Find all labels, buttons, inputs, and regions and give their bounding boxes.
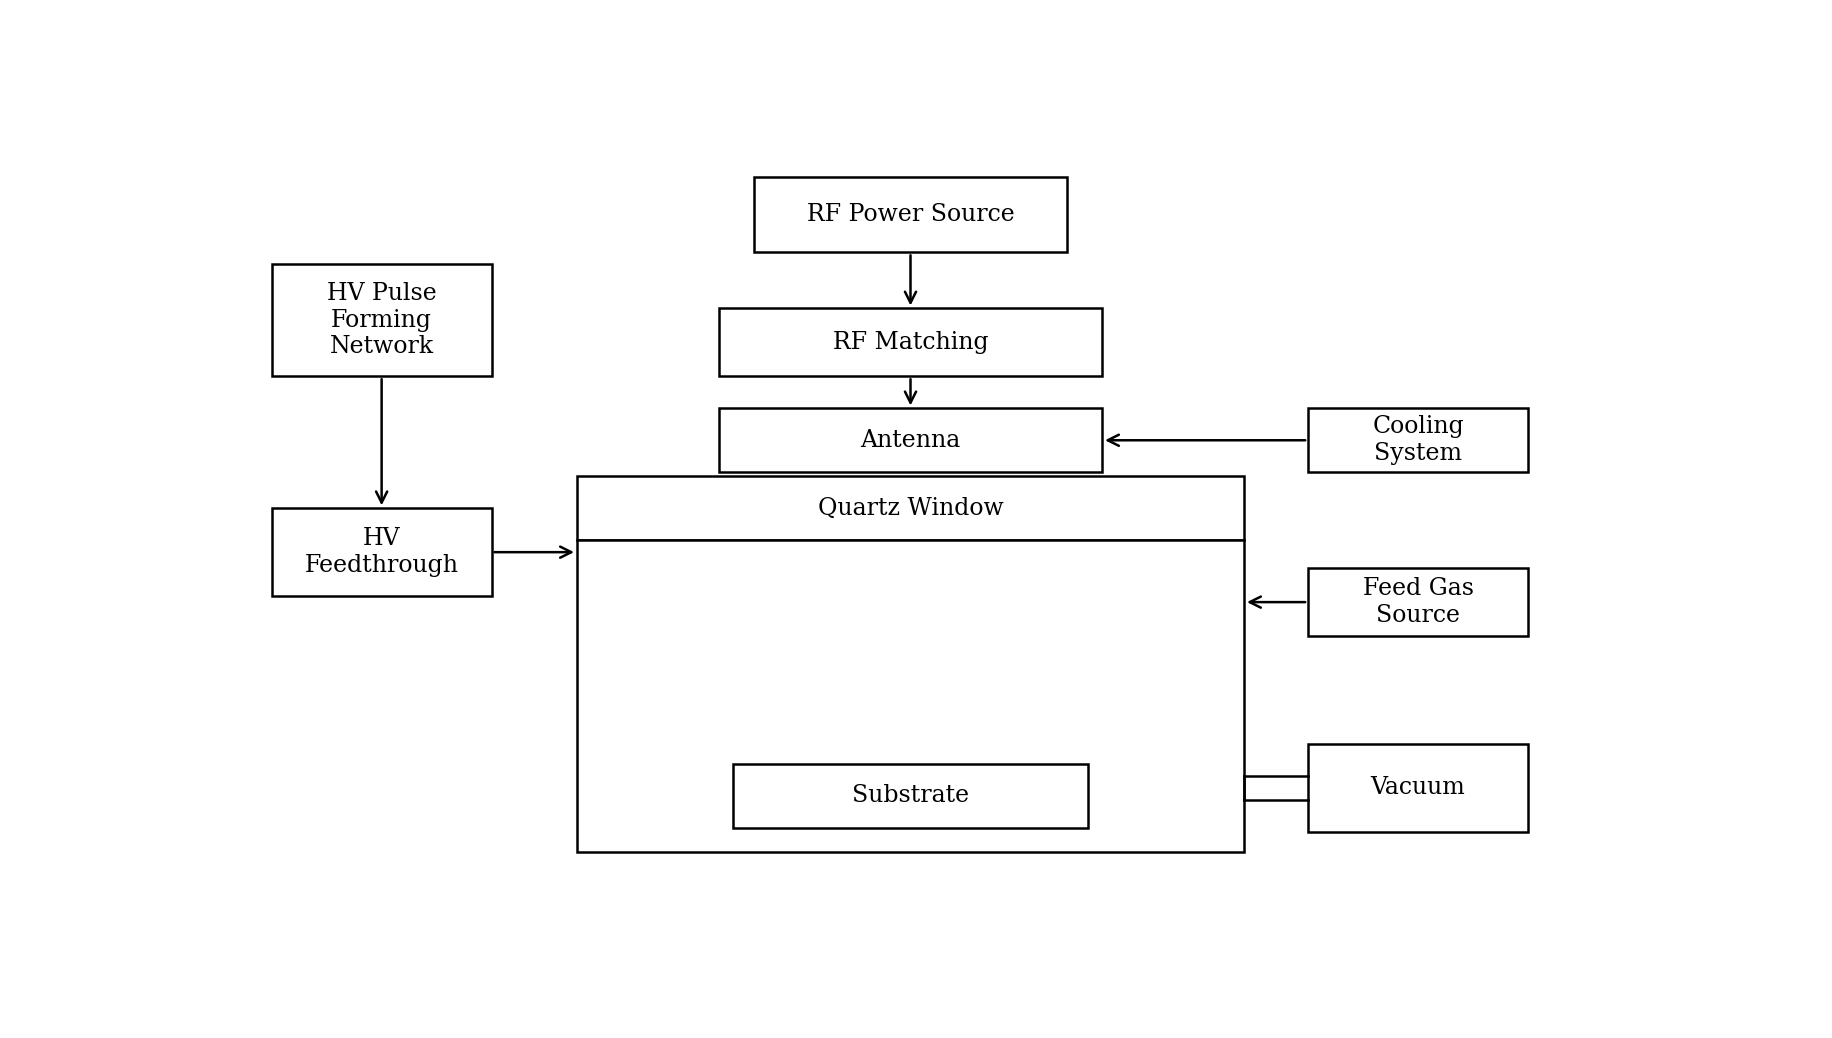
- Bar: [718, 408, 1103, 472]
- Bar: [577, 540, 1244, 852]
- Bar: [271, 265, 491, 377]
- Text: HV
Feedthrough: HV Feedthrough: [304, 527, 458, 577]
- Bar: [733, 764, 1088, 828]
- Bar: [1308, 568, 1528, 636]
- Text: Vacuum: Vacuum: [1370, 776, 1466, 799]
- Text: HV Pulse
Forming
Network: HV Pulse Forming Network: [326, 282, 436, 358]
- Text: RF Matching: RF Matching: [834, 331, 987, 354]
- Bar: [1308, 744, 1528, 831]
- Text: RF Power Source: RF Power Source: [806, 203, 1015, 226]
- Text: Cooling
System: Cooling System: [1372, 415, 1464, 465]
- Bar: [718, 308, 1103, 377]
- Bar: [271, 509, 491, 596]
- Text: Feed Gas
Source: Feed Gas Source: [1363, 577, 1473, 627]
- Text: Substrate: Substrate: [852, 785, 969, 808]
- Text: Antenna: Antenna: [861, 429, 960, 452]
- Text: Quartz Window: Quartz Window: [817, 497, 1004, 520]
- Bar: [577, 476, 1244, 540]
- Bar: [755, 176, 1066, 252]
- Bar: [1308, 408, 1528, 472]
